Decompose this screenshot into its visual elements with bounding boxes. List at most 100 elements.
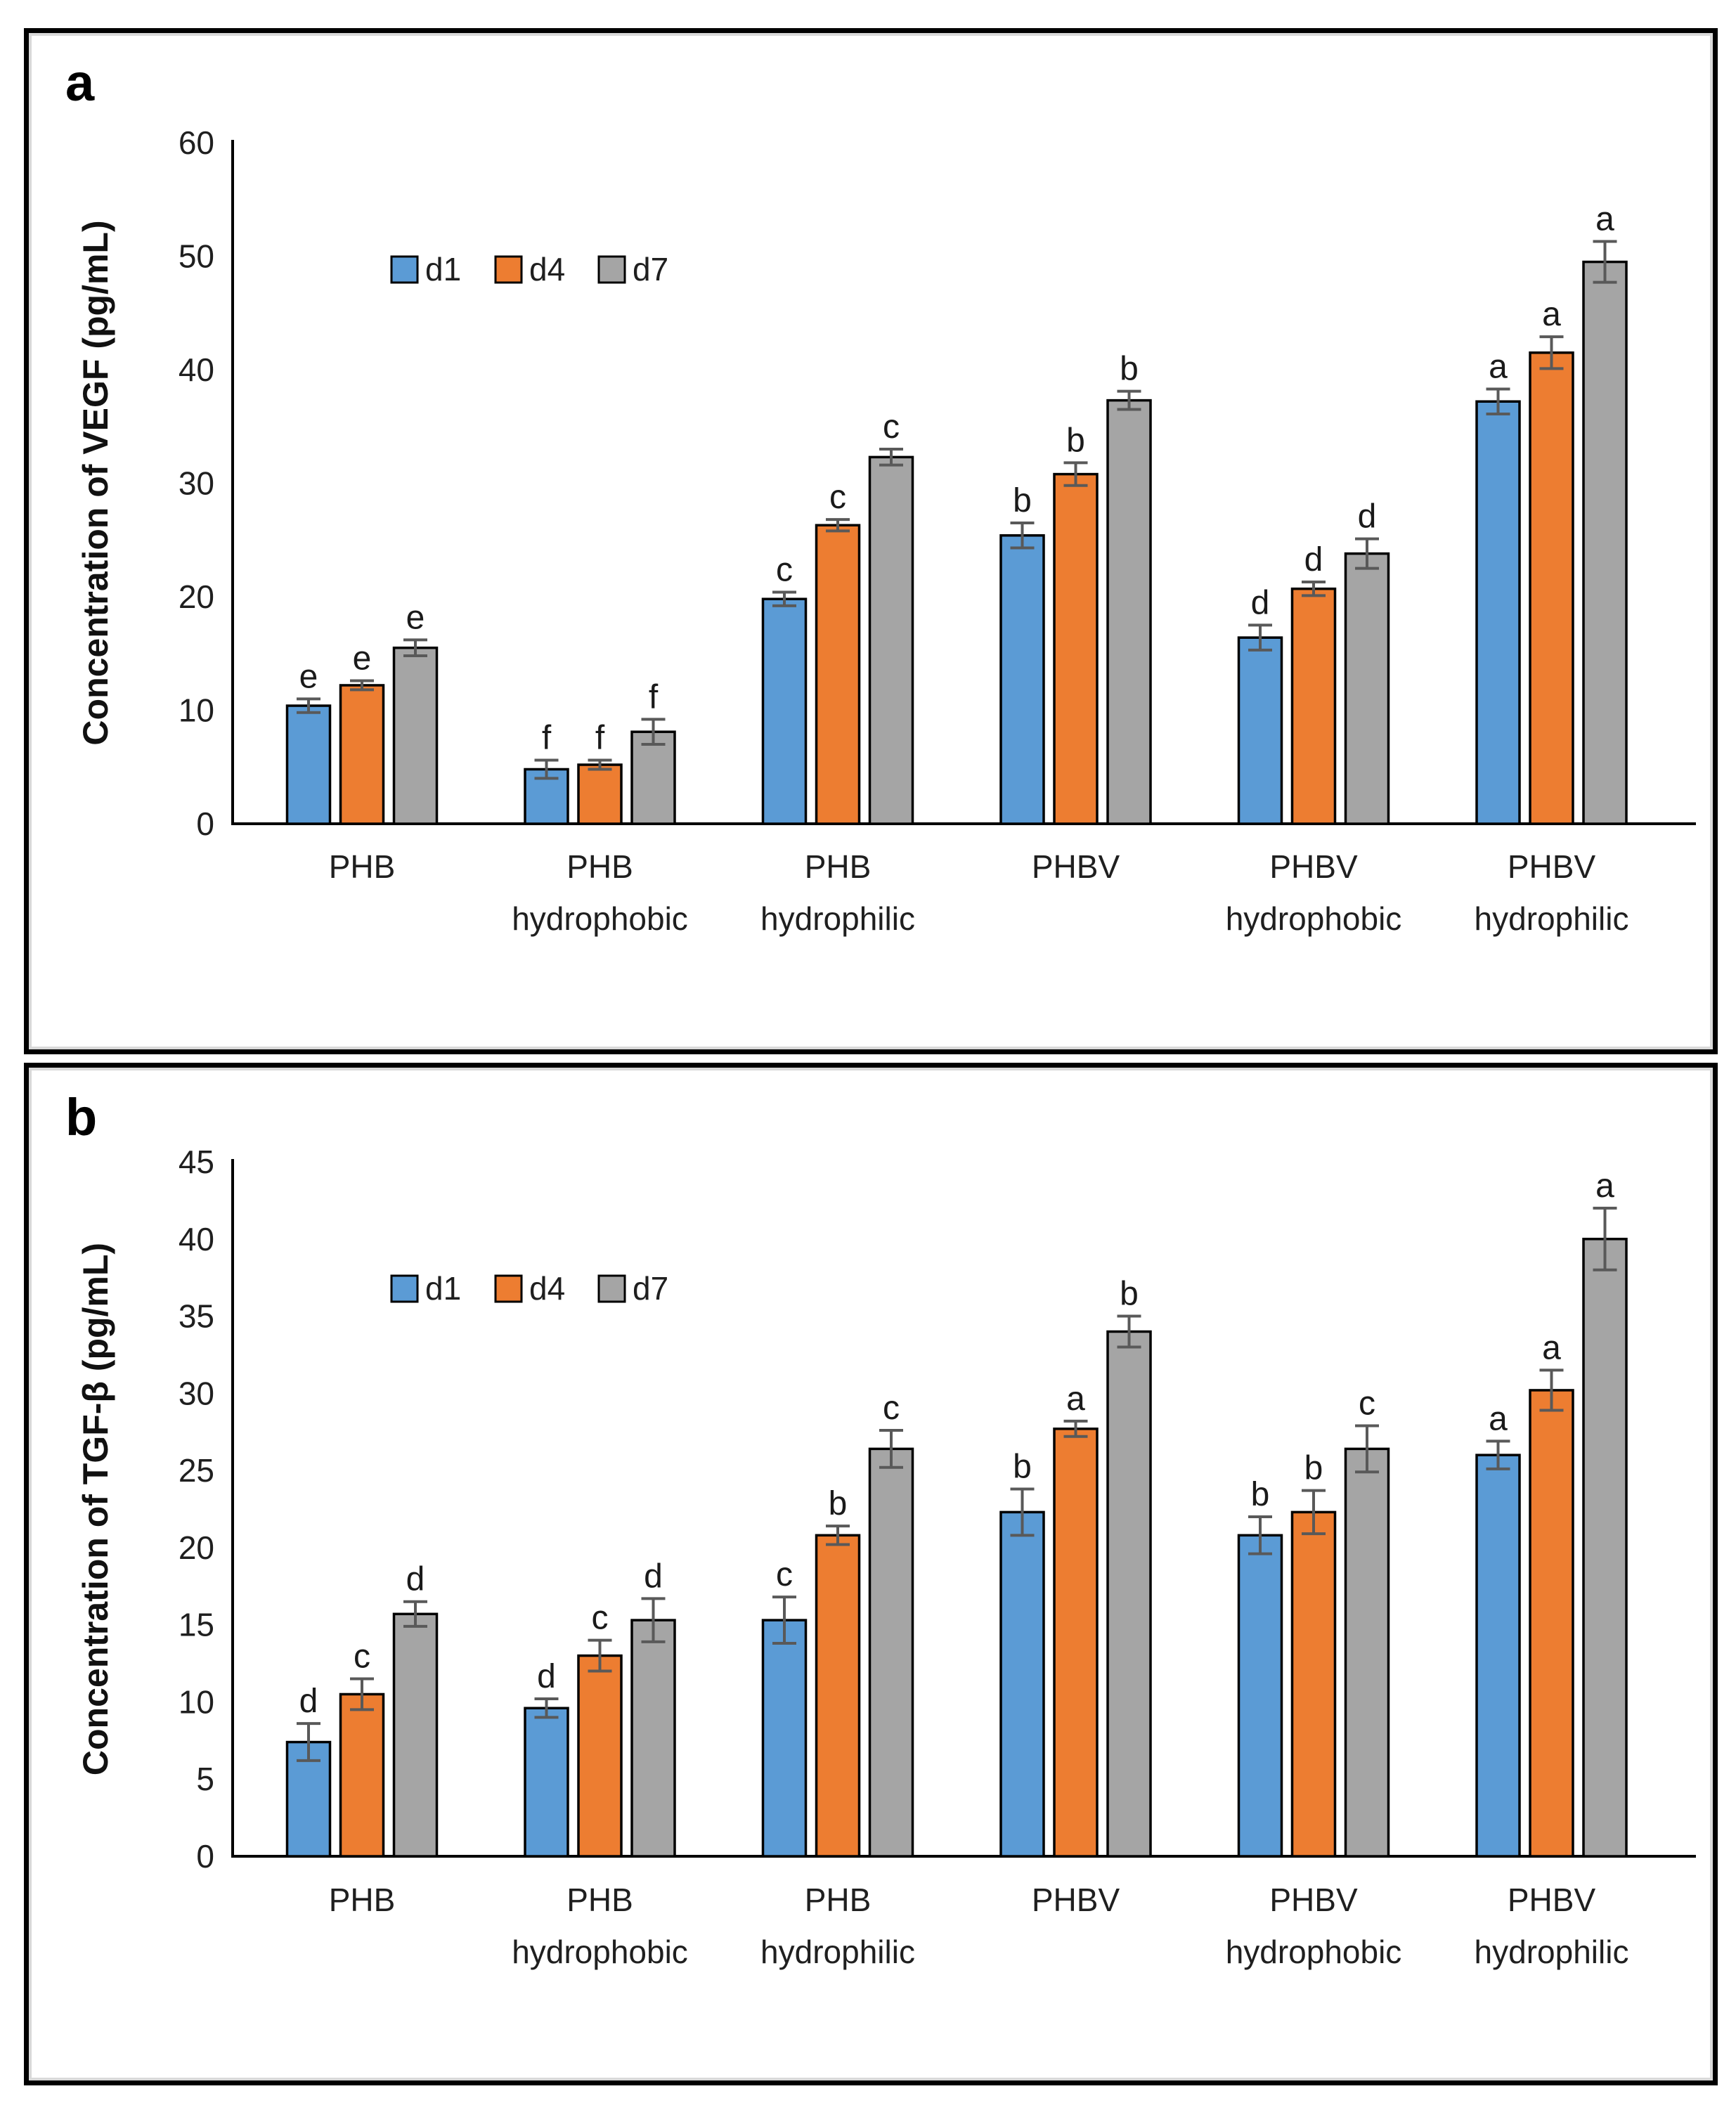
x-category-label-line2: hydrophobic (512, 1934, 688, 1970)
legend-label-d1: d1 (425, 1270, 461, 1307)
significance-letter: f (649, 678, 659, 716)
y-tick-label: 30 (179, 465, 214, 502)
y-tick-label: 40 (179, 351, 214, 388)
panel-a: a 0 10 20 30 40 50 60 Concentration of VEGF (pg… (24, 28, 1718, 1054)
x-category-label: PHB (329, 848, 396, 885)
significance-letter: c (354, 1638, 370, 1676)
x-category-label-line2: hydrophobic (1226, 1934, 1402, 1970)
significance-letter: f (542, 720, 552, 757)
x-category-label-line2: hydrophilic (760, 900, 915, 937)
legend-swatch-d1 (390, 255, 419, 284)
x-category-label: PHBV (1032, 1882, 1120, 1918)
significance-letter: b (1251, 1476, 1270, 1513)
bar-d1-PHB-hydrophobic (524, 1707, 569, 1858)
significance-letter: d (537, 1658, 556, 1695)
bar-d7-PHBV-hydrophilic (1582, 260, 1628, 825)
y-axis-title: Concentration of VEGF (pg/mL) (76, 220, 115, 745)
x-category-label: PHB (805, 1882, 872, 1918)
panel-a-inner-border (29, 33, 1713, 1049)
bar-d4-PHB-hydrophobic (577, 1654, 623, 1858)
bar-d1-PHBV (999, 1510, 1045, 1858)
legend-label-d4: d4 (529, 1270, 565, 1307)
x-category-label: PHBV (1508, 848, 1596, 885)
bar-d1-PHB-hydrophilic (761, 1619, 808, 1858)
significance-letter: e (406, 599, 425, 636)
x-category-label: PHB (566, 1882, 633, 1918)
significance-letter: e (299, 658, 318, 695)
bar-d4-PHB (339, 1692, 385, 1858)
y-tick-label: 10 (179, 692, 214, 729)
significance-letter: c (883, 408, 900, 446)
bar-d1-PHBV (999, 534, 1045, 825)
legend-swatch-d7 (597, 1274, 626, 1303)
significance-letter: d (1304, 541, 1323, 578)
significance-letter: d (1251, 584, 1270, 621)
significance-letter: b (1066, 422, 1085, 459)
x-category-label: PHBV (1269, 1882, 1358, 1918)
y-tick-label: 60 (179, 124, 214, 161)
significance-letter: a (1489, 348, 1508, 385)
significance-letter: c (1359, 1385, 1375, 1422)
significance-letter: d (406, 1561, 425, 1598)
significance-letter: b (1013, 1448, 1032, 1485)
bar-d4-PHB-hydrophilic (815, 1534, 861, 1858)
bar-d7-PHB-hydrophobic (630, 1619, 676, 1858)
bar-d7-PHBV-hydrophilic (1582, 1238, 1628, 1858)
x-category-label: PHB (805, 848, 872, 885)
y-tick-label: 20 (179, 1529, 214, 1566)
significance-letter: c (592, 1600, 609, 1637)
bar-d4-PHB (339, 684, 385, 825)
y-tick-label: 5 (196, 1761, 214, 1797)
bar-d7-PHBV (1106, 399, 1152, 825)
panel-b-inner-border (29, 1068, 1713, 2080)
y-tick-label: 0 (196, 805, 214, 842)
bar-d4-PHB-hydrophilic (815, 524, 861, 825)
significance-letter: b (1013, 482, 1032, 519)
y-tick-label: 30 (179, 1375, 214, 1411)
bar-d4-PHBV (1053, 1428, 1099, 1858)
y-tick-label: 25 (179, 1452, 214, 1489)
y-tick-label: 20 (179, 578, 214, 615)
bar-d1-PHB-hydrophilic (761, 597, 808, 825)
significance-letter: d (644, 1558, 663, 1595)
bar-d4-PHBV-hydrophilic (1529, 1389, 1574, 1858)
x-category-label-line2: hydrophobic (512, 900, 688, 937)
bar-d7-PHBV-hydrophobic (1344, 552, 1390, 825)
bar-d7-PHB (392, 646, 439, 825)
x-category-label-line2: hydrophobic (1226, 900, 1402, 937)
x-category-label: PHB (566, 848, 633, 885)
legend-swatch-d4 (494, 1274, 523, 1303)
bar-d4-PHBV-hydrophobic (1290, 1510, 1337, 1858)
legend-label-d4: d4 (529, 251, 565, 287)
x-category-label-line2: hydrophilic (1475, 900, 1629, 937)
x-category-label: PHBV (1508, 1882, 1596, 1918)
significance-letter: d (299, 1683, 318, 1720)
panel-a-label: a (65, 53, 95, 112)
y-tick-label: 0 (196, 1838, 214, 1875)
y-tick-label: 15 (179, 1607, 214, 1643)
bar-d1-PHBV-hydrophobic (1237, 636, 1283, 825)
significance-letter: b (829, 1485, 848, 1522)
bar-d4-PHB-hydrophobic (577, 763, 623, 825)
bar-d1-PHB (285, 704, 332, 825)
significance-letter: b (1304, 1450, 1323, 1487)
bar-d4-PHBV (1053, 472, 1099, 825)
legend-swatch-d1 (390, 1274, 419, 1303)
significance-letter: a (1595, 1167, 1614, 1205)
bar-d7-PHB (392, 1612, 439, 1858)
significance-letter: a (1066, 1380, 1085, 1418)
bar-d1-PHBV-hydrophilic (1475, 1454, 1521, 1858)
significance-letter: e (353, 640, 372, 678)
significance-letter: c (883, 1390, 900, 1427)
legend-label-d7: d7 (633, 251, 668, 287)
bar-d7-PHB-hydrophilic (868, 455, 914, 825)
bar-d4-PHBV-hydrophobic (1290, 587, 1337, 825)
significance-letter: c (776, 1556, 793, 1593)
significance-letter: c (829, 479, 846, 516)
y-tick-label: 35 (179, 1298, 214, 1335)
x-category-label: PHBV (1032, 848, 1120, 885)
bar-d7-PHB-hydrophilic (868, 1447, 914, 1858)
x-category-label-line2: hydrophilic (1475, 1934, 1629, 1970)
bar-d7-PHBV (1106, 1330, 1152, 1858)
